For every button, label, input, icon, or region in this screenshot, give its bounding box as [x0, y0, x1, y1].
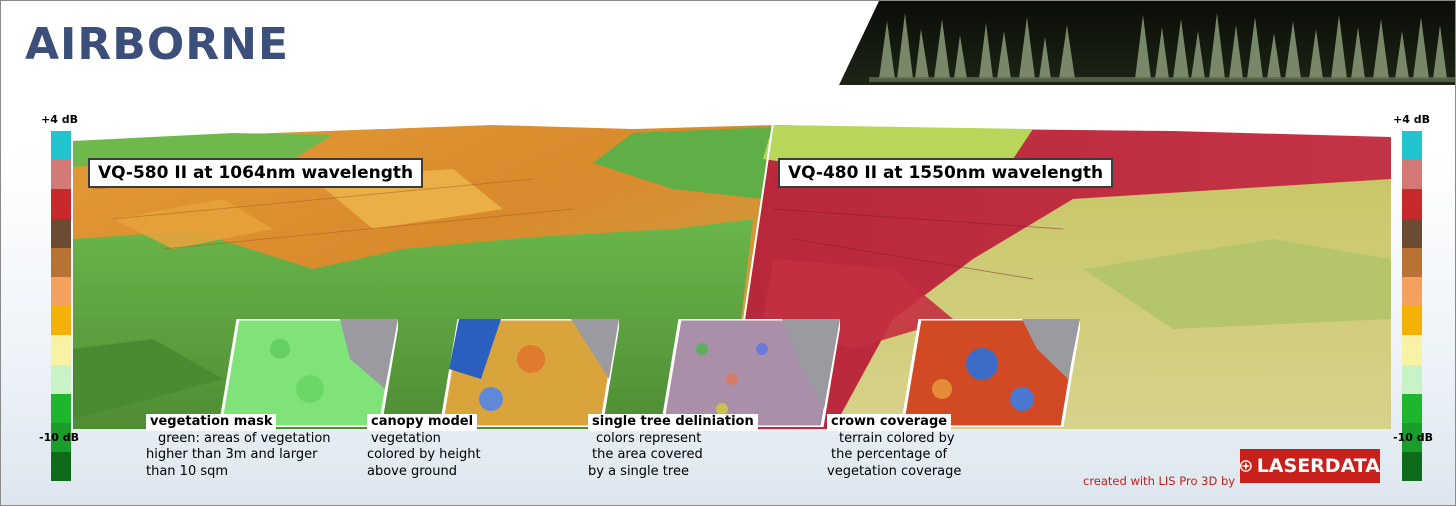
right-panel-caption: VQ-480 II at 1550nm wavelength — [778, 158, 1114, 188]
inset-line: vegetation coverage — [827, 463, 962, 479]
scale-swatch — [51, 131, 71, 161]
scale-left-top-label: +4 dB — [41, 113, 78, 126]
inset-desc-vegetation-mask: vegetation mask green: areas of vegetati… — [146, 414, 331, 480]
inset-line: vegetation — [371, 430, 441, 446]
scale-swatch — [1402, 422, 1422, 453]
crown-coverage-thumbnail — [902, 319, 1080, 427]
inset-line: higher than 3m and larger — [146, 447, 318, 462]
scale-left-bottom-label: -10 dB — [39, 431, 79, 444]
vegetation-mask-thumbnail — [220, 319, 398, 427]
inset-line: than 10 sqm — [146, 463, 229, 479]
page-title: AIRBORNE — [25, 19, 290, 70]
inset-desc-single-tree: single tree deliniation colors represent… — [588, 414, 758, 480]
inset-line: terrain colored by — [839, 430, 955, 446]
scale-swatch — [1402, 364, 1422, 394]
scale-swatch — [1402, 131, 1422, 161]
single-tree-thumbnail — [662, 319, 840, 427]
logo-mark-icon — [1240, 460, 1252, 472]
inset-title: crown coverage — [827, 414, 952, 431]
scale-left-colorbar — [51, 131, 71, 482]
credit-text: created with LIS Pro 3D by — [1083, 474, 1236, 488]
scale-swatch — [51, 335, 71, 365]
inset-line: the area covered — [592, 447, 703, 462]
scale-swatch — [1402, 335, 1422, 365]
logo-text: LASERDATA — [1256, 455, 1380, 477]
forest-pointcloud-image — [839, 1, 1455, 85]
scale-right-top-label: +4 dB — [1393, 113, 1430, 126]
inset-line: green: areas of vegetation — [158, 430, 331, 446]
scale-swatch — [51, 247, 71, 277]
inset-title: canopy model — [367, 414, 478, 431]
scale-swatch — [1402, 393, 1422, 423]
scale-swatch — [51, 364, 71, 394]
inset-title: vegetation mask — [146, 414, 277, 431]
scale-swatch — [1402, 306, 1422, 336]
inset-desc-crown-coverage: crown coverage terrain colored by the pe… — [827, 414, 961, 480]
left-panel-caption: VQ-580 II at 1064nm wavelength — [88, 158, 424, 188]
scale-swatch — [51, 422, 71, 453]
scale-swatch — [51, 452, 71, 482]
scale-swatch — [1402, 452, 1422, 482]
inset-line: the percentage of — [831, 447, 948, 462]
scale-swatch — [1402, 247, 1422, 277]
scale-swatch — [1402, 218, 1422, 248]
scale-swatch — [51, 276, 71, 307]
scale-swatch — [51, 306, 71, 336]
scale-right-bottom-label: -10 dB — [1393, 431, 1433, 444]
canopy-model-thumbnail — [441, 319, 619, 427]
scale-swatch — [51, 189, 71, 219]
scale-swatch — [1402, 189, 1422, 219]
laserdata-logo: LASERDATA — [1240, 449, 1380, 483]
scale-swatch — [51, 393, 71, 423]
scale-right-colorbar — [1402, 131, 1422, 482]
inset-line: colored by height — [367, 447, 481, 462]
inset-desc-canopy-model: canopy model vegetation colored by heigh… — [367, 414, 481, 480]
scale-swatch — [1402, 276, 1422, 307]
scale-swatch — [51, 218, 71, 248]
inset-line: above ground — [367, 463, 457, 479]
inset-line: colors represent — [596, 430, 702, 446]
inset-line: by a single tree — [588, 463, 689, 479]
scale-swatch — [51, 160, 71, 190]
scale-swatch — [1402, 160, 1422, 190]
inset-title: single tree deliniation — [588, 414, 758, 431]
